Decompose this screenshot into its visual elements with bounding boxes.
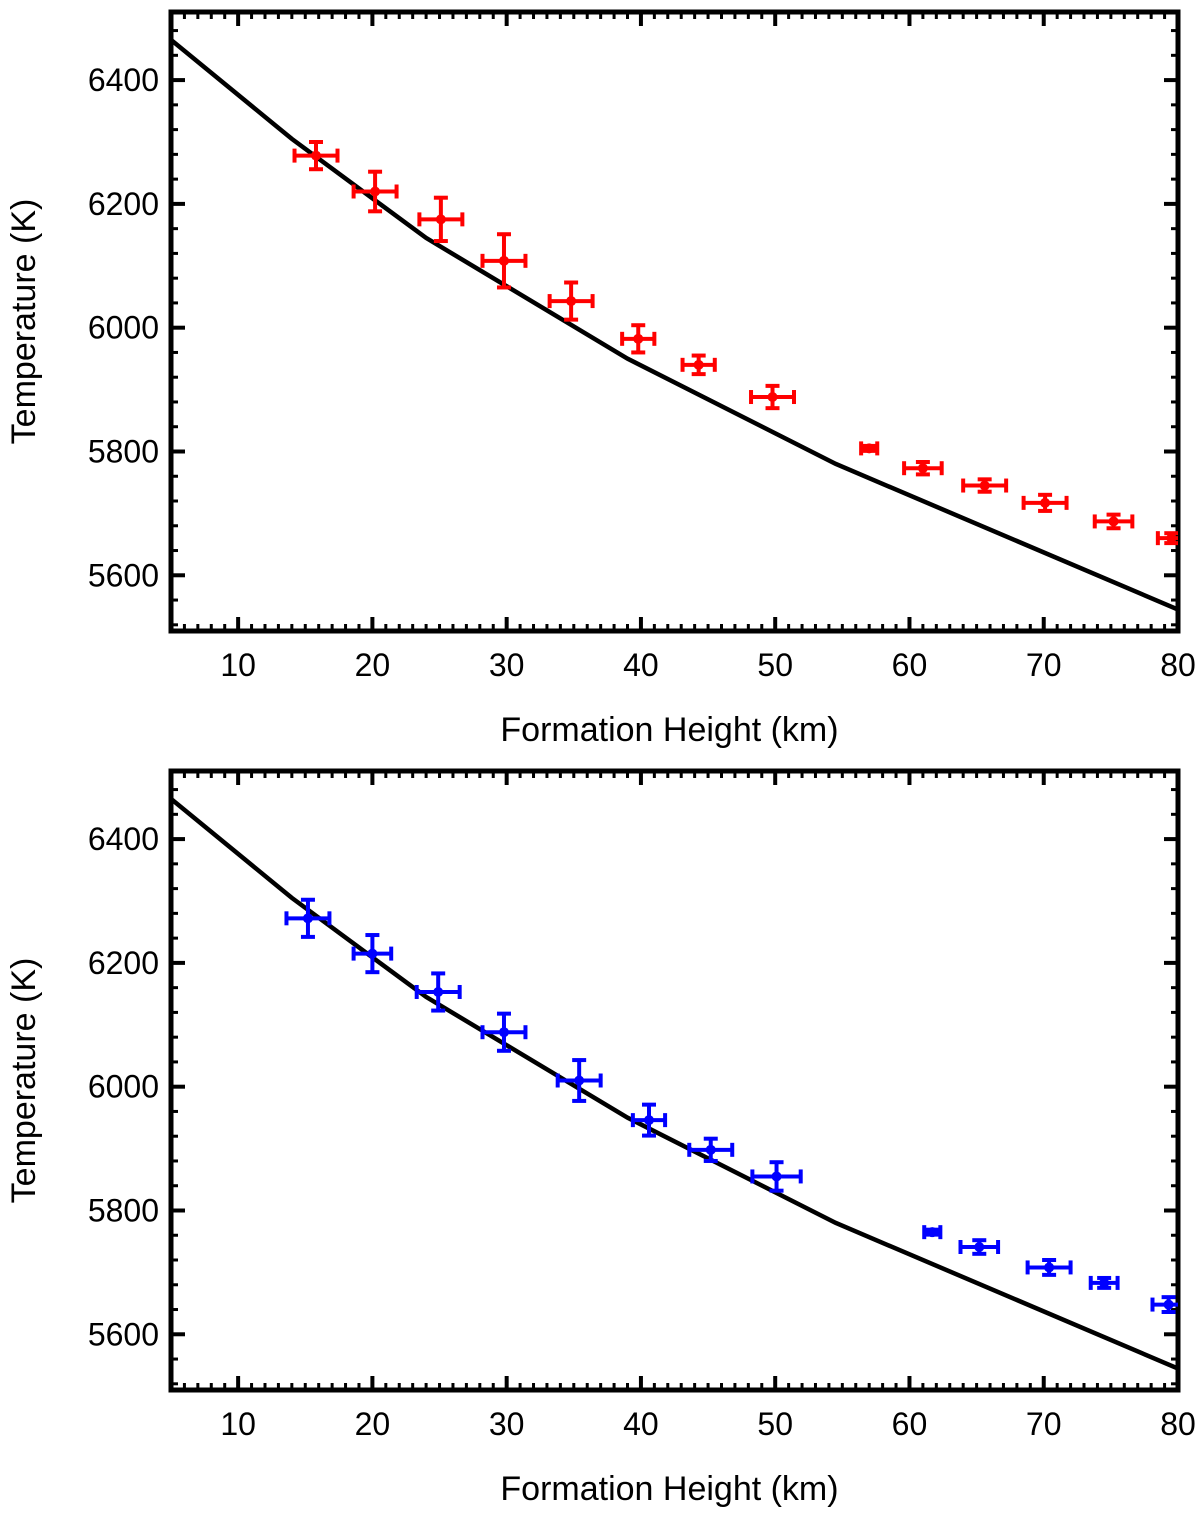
x-tick-label: 10 xyxy=(220,647,256,683)
x-axis-label: Formation Height (km) xyxy=(500,711,838,749)
x-tick-label: 60 xyxy=(892,647,928,683)
data-series xyxy=(284,897,1178,1315)
data-point xyxy=(351,169,399,214)
data-point xyxy=(1088,1275,1120,1290)
data-marker xyxy=(566,296,577,307)
y-axis-label: Temperature (K) xyxy=(5,199,43,445)
data-marker xyxy=(311,150,322,161)
data-marker xyxy=(767,392,778,403)
y-tick-label: 5600 xyxy=(88,1316,159,1352)
data-point xyxy=(480,232,528,290)
data-point xyxy=(414,971,462,1013)
x-tick-label: 40 xyxy=(623,1406,659,1442)
data-marker xyxy=(1040,497,1051,508)
x-tick-label: 80 xyxy=(1160,647,1196,683)
x-tick-label: 30 xyxy=(489,1406,525,1442)
data-marker xyxy=(771,1171,782,1182)
data-point xyxy=(680,353,717,377)
data-marker xyxy=(643,1115,654,1126)
data-point xyxy=(555,1058,603,1103)
y-tick-label: 6000 xyxy=(88,310,159,346)
data-marker xyxy=(367,948,378,959)
data-marker xyxy=(1044,1262,1055,1273)
data-point xyxy=(1025,1258,1073,1277)
data-point xyxy=(480,1011,528,1053)
data-point xyxy=(958,1238,1001,1256)
x-tick-label: 70 xyxy=(1026,1406,1062,1442)
model-line xyxy=(171,38,1178,613)
data-marker xyxy=(864,443,875,454)
data-marker xyxy=(574,1075,585,1086)
data-marker xyxy=(974,1242,985,1253)
chart-panel-top: 10 20 30 40 50 60 70 80 5600 5800 6000 6200 6400 Form… xyxy=(5,9,1196,749)
data-point xyxy=(1092,512,1135,531)
data-marker xyxy=(302,913,313,924)
data-point xyxy=(859,441,880,456)
data-marker xyxy=(433,986,444,997)
chart-panel-bottom: 10 20 30 40 50 60 70 80 5600 5800 6000 6200 6400 Form… xyxy=(5,768,1196,1508)
y-tick-label: 5600 xyxy=(88,557,159,593)
data-point xyxy=(547,280,595,322)
axis-ticks xyxy=(171,771,1180,1390)
data-marker xyxy=(498,255,509,266)
data-point xyxy=(630,1102,668,1138)
plot-frame xyxy=(168,9,1181,634)
data-marker xyxy=(705,1144,716,1155)
axis-ticks xyxy=(171,12,1180,631)
data-marker xyxy=(693,359,704,370)
data-marker xyxy=(498,1027,509,1038)
x-axis-label: Formation Height (km) xyxy=(500,1470,838,1508)
data-marker xyxy=(927,1227,938,1238)
x-tick-label: 20 xyxy=(355,647,391,683)
y-tick-label: 6400 xyxy=(88,62,159,98)
x-tick-label: 20 xyxy=(355,1406,391,1442)
data-point xyxy=(284,897,332,939)
x-tick-label: 40 xyxy=(623,647,659,683)
data-marker xyxy=(1163,1299,1174,1310)
y-tick-label: 6200 xyxy=(88,186,159,222)
x-tick-label: 10 xyxy=(220,1406,256,1442)
y-axis-label: Temperature (K) xyxy=(5,958,43,1204)
data-point xyxy=(687,1136,735,1163)
data-point xyxy=(902,460,944,477)
y-tick-label: 6200 xyxy=(88,945,159,981)
x-tick-label: 80 xyxy=(1160,1406,1196,1442)
data-series xyxy=(292,139,1178,546)
x-tick-label: 50 xyxy=(757,647,793,683)
y-tick-label: 5800 xyxy=(88,433,159,469)
data-point xyxy=(620,323,657,355)
data-point xyxy=(750,1160,803,1193)
plot-frame xyxy=(168,768,1181,1393)
model-line xyxy=(171,797,1178,1372)
y-tick-label: 6000 xyxy=(88,1069,159,1105)
data-marker xyxy=(1099,1277,1110,1288)
data-point xyxy=(1021,492,1069,513)
data-marker xyxy=(1166,533,1177,544)
data-point xyxy=(961,477,1009,494)
x-tick-label: 50 xyxy=(757,1406,793,1442)
x-tick-label: 30 xyxy=(489,647,525,683)
data-marker xyxy=(979,480,990,491)
data-marker xyxy=(370,186,381,197)
data-point xyxy=(1155,531,1178,546)
data-point xyxy=(922,1225,943,1240)
data-point xyxy=(749,383,796,411)
x-tick-label: 70 xyxy=(1026,647,1062,683)
data-marker xyxy=(1108,516,1119,527)
data-point xyxy=(1150,1295,1178,1315)
data-marker xyxy=(633,333,644,344)
data-marker xyxy=(435,214,446,225)
y-tick-label: 5800 xyxy=(88,1192,159,1228)
data-point xyxy=(292,139,340,172)
data-marker xyxy=(917,463,928,474)
data-point xyxy=(351,933,394,975)
data-point xyxy=(417,195,465,244)
y-tick-label: 6400 xyxy=(88,821,159,857)
x-tick-label: 60 xyxy=(892,1406,928,1442)
